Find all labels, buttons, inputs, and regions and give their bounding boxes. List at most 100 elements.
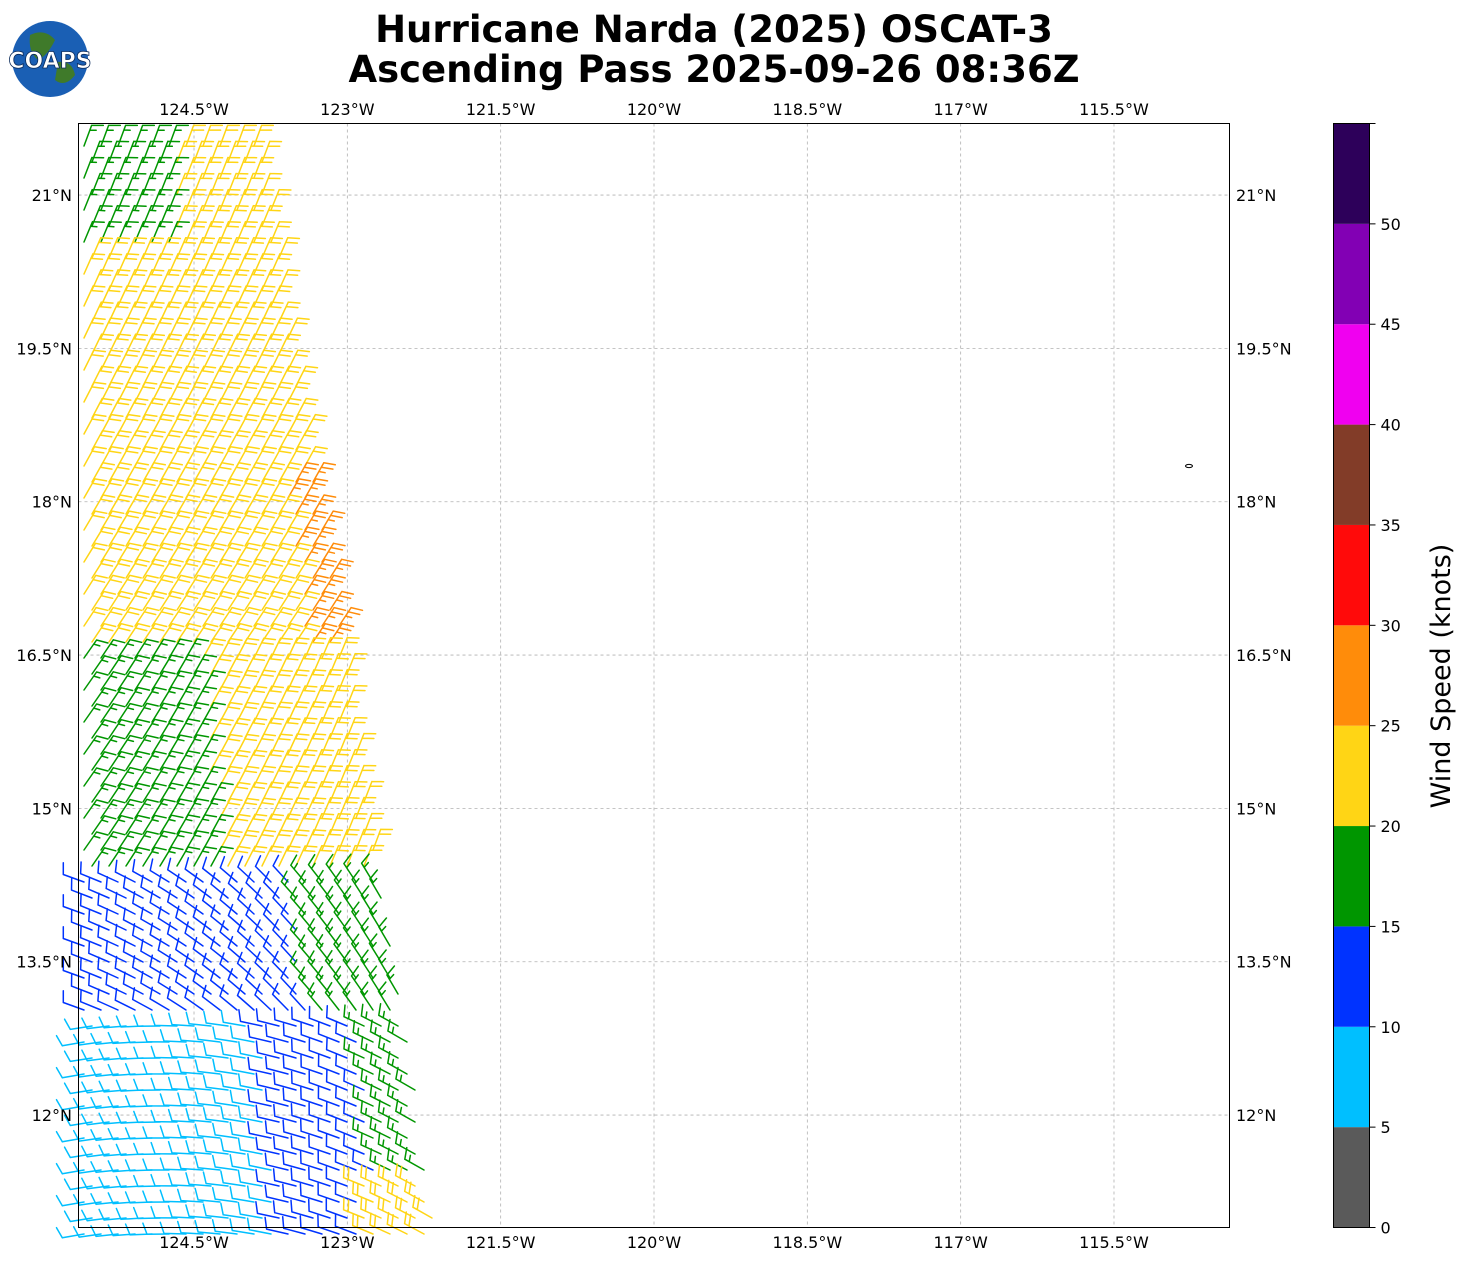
wind-barb: [210, 653, 234, 675]
wind-barb: [308, 1166, 331, 1187]
wind-barb: [219, 188, 241, 211]
wind-barb: [360, 853, 374, 883]
wind-barb: [100, 156, 122, 179]
wind-barb: [236, 983, 255, 1011]
wind-barb: [167, 1140, 195, 1155]
wind-barb: [201, 984, 221, 1011]
wind-barb: [317, 1214, 340, 1235]
wind-barb: [342, 885, 357, 915]
wind-barb: [338, 700, 360, 723]
wind-barb: [193, 172, 215, 195]
colorbar-ticks: 0 5 10 15 20 25 30 35 40 45 50: [1369, 123, 1401, 1238]
wind-barb: [329, 684, 351, 707]
wind-barb: [338, 668, 360, 691]
wind-barb: [176, 750, 201, 771]
wind-barb: [210, 590, 236, 611]
axis-tick-labels: 124.5°W 124.5°W 123°W 123°W 121.5°W 121.5°W 12…: [16, 100, 1291, 1252]
wind-barb: [79, 989, 102, 1011]
wind-barb: [352, 1084, 374, 1107]
wind-barb: [151, 542, 176, 563]
wind-barb: [210, 813, 234, 835]
wind-barb: [83, 381, 107, 403]
wind-barb: [229, 1121, 255, 1139]
wind-barb: [312, 462, 337, 483]
wind-barb: [325, 1133, 348, 1155]
wind-barb: [125, 686, 151, 707]
wind-barb: [212, 1090, 238, 1107]
wind-barb: [227, 871, 246, 899]
wind-barb: [142, 622, 168, 643]
wind-barb: [202, 188, 224, 211]
colorbar-bins: [1333, 123, 1370, 1228]
wind-barb: [122, 939, 144, 963]
wind-barb: [193, 686, 218, 707]
wind-barb: [166, 921, 187, 947]
wind-barb: [202, 124, 224, 147]
colorbar-bin: [1333, 1026, 1370, 1128]
wind-barb: [117, 702, 143, 723]
wind-barb: [159, 750, 184, 771]
wind-barb: [219, 574, 244, 595]
colorbar-tick-label: 20: [1381, 817, 1401, 836]
colorbar-tick-label: 5: [1381, 1118, 1391, 1137]
wind-barb: [134, 702, 159, 723]
wind-barb: [317, 1021, 340, 1043]
wind-barb: [117, 734, 143, 755]
wind-barb: [325, 885, 340, 915]
wind-barb: [185, 1172, 212, 1187]
wind-barb: [278, 590, 304, 611]
wind-barb: [315, 966, 331, 995]
wind-barb: [203, 1010, 229, 1027]
wind-barb: [317, 1150, 340, 1171]
wind-barb: [295, 622, 321, 643]
wind-barb: [264, 1184, 289, 1203]
wind-barb: [219, 124, 241, 147]
wind-barb: [142, 686, 167, 707]
wind-barb: [166, 953, 187, 979]
wind-barb: [125, 526, 150, 547]
wind-barb: [219, 606, 245, 627]
wind-barb: [83, 799, 109, 819]
wind-barb: [159, 846, 184, 867]
wind-barb: [83, 639, 109, 659]
wind-barb: [270, 188, 292, 211]
wind-barb: [271, 950, 289, 979]
wind-barb: [176, 204, 198, 227]
wind-barb: [150, 1109, 178, 1123]
wind-barb: [83, 124, 105, 147]
wind-barb: [185, 188, 207, 211]
colorbar-bin: [1333, 123, 1370, 224]
wind-barb: [62, 990, 85, 1011]
wind-barb: [81, 1049, 110, 1062]
lon-tick-top: 121.5°W: [466, 100, 536, 119]
lon-tick-top: 118.5°W: [773, 100, 843, 119]
wind-barb: [273, 1071, 297, 1091]
wind-barb: [151, 766, 176, 787]
wind-barb: [308, 1102, 331, 1123]
wind-barb: [79, 861, 102, 883]
wind-barb: [140, 906, 161, 931]
wind-barb: [290, 1038, 314, 1059]
map-plot-area: 124.5°W 124.5°W 123°W 123°W 121.5°W 121.5°W 12…: [16, 100, 1291, 1252]
wind-barb: [255, 1072, 280, 1091]
wind-barb: [83, 349, 107, 371]
wind-barb: [193, 782, 218, 803]
wind-barb: [282, 1119, 306, 1139]
wind-barb: [142, 1062, 170, 1075]
wind-barb: [282, 1151, 306, 1171]
wind-barb: [108, 462, 133, 483]
wind-barb: [282, 1087, 306, 1107]
wind-barb: [184, 921, 204, 947]
wind-barb: [253, 188, 275, 211]
wind-barb: [227, 903, 246, 931]
wind-barb: [185, 1107, 212, 1123]
wind-barb: [100, 703, 126, 723]
wind-barb: [142, 172, 164, 195]
wind-barb: [83, 156, 105, 179]
wind-barb: [280, 902, 297, 931]
wind-barb: [307, 918, 323, 947]
wind-barb: [63, 1146, 93, 1159]
wind-barb: [151, 734, 176, 755]
wind-barb: [315, 901, 331, 931]
wind-barb: [108, 558, 133, 579]
